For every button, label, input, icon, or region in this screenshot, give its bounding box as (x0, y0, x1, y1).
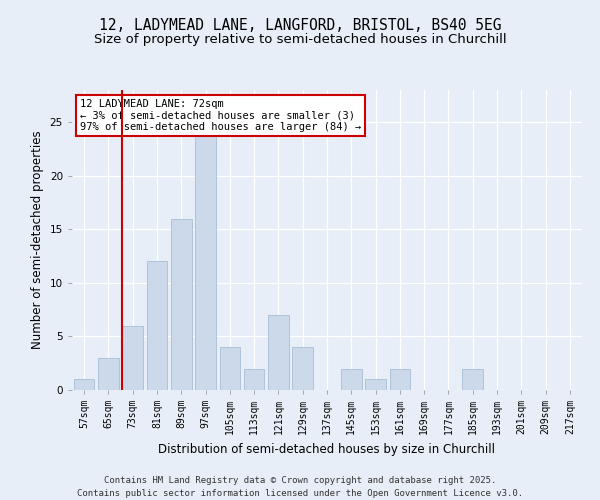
Text: 12 LADYMEAD LANE: 72sqm
← 3% of semi-detached houses are smaller (3)
97% of semi: 12 LADYMEAD LANE: 72sqm ← 3% of semi-det… (80, 99, 361, 132)
Bar (463, 368, 483, 390)
Text: Size of property relative to semi-detached houses in Churchill: Size of property relative to semi-detach… (94, 32, 506, 46)
Bar (74, 380, 94, 390)
Bar (98, 358, 119, 390)
Y-axis label: Number of semi-detached properties: Number of semi-detached properties (31, 130, 44, 350)
X-axis label: Distribution of semi-detached houses by size in Churchill: Distribution of semi-detached houses by … (158, 442, 496, 456)
Bar (365, 380, 386, 390)
Text: 12, LADYMEAD LANE, LANGFORD, BRISTOL, BS40 5EG: 12, LADYMEAD LANE, LANGFORD, BRISTOL, BS… (99, 18, 501, 32)
Text: Contains HM Land Registry data © Crown copyright and database right 2025.
Contai: Contains HM Land Registry data © Crown c… (77, 476, 523, 498)
Bar (220, 347, 240, 390)
Bar (292, 347, 313, 390)
Bar (389, 368, 410, 390)
Bar (195, 122, 216, 390)
Bar (122, 326, 143, 390)
Bar (341, 368, 362, 390)
Bar (146, 262, 167, 390)
Bar (268, 315, 289, 390)
Bar (244, 368, 265, 390)
Bar (171, 218, 191, 390)
